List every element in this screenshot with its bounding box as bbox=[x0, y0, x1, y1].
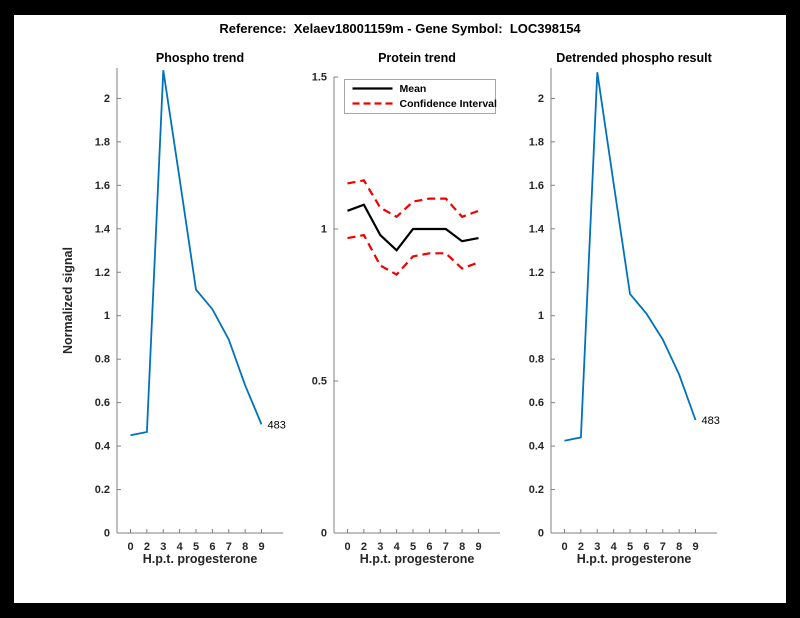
x-tick-label: 9 bbox=[258, 541, 264, 553]
endpoint-annotation: 483 bbox=[268, 419, 286, 431]
x-tick-label: 7 bbox=[226, 541, 232, 553]
x-tick-label: 8 bbox=[459, 541, 465, 553]
y-tick-label: 0.2 bbox=[529, 484, 544, 496]
y-tick-label: 1.8 bbox=[95, 136, 110, 148]
figure-title: Reference: Xelaev18001159m - Gene Symbol… bbox=[219, 21, 581, 36]
x-tick-label: 0 bbox=[344, 541, 350, 553]
x-tick-label: 3 bbox=[594, 541, 600, 553]
y-tick-label: 1.5 bbox=[312, 72, 327, 84]
y-tick-label: 1.2 bbox=[529, 267, 544, 279]
y-tick-label: 0 bbox=[538, 528, 544, 540]
subplot-detrended-phospho-result: 00.20.40.60.811.21.41.61.820 2 3 4 5 6 7 8 9Detr… bbox=[529, 51, 720, 566]
phospho-signal-line bbox=[130, 70, 263, 437]
x-axis-label: H.p.t. progesterone bbox=[143, 552, 258, 566]
y-tick-label: 1.6 bbox=[529, 180, 544, 192]
x-tick-label: 5 bbox=[627, 541, 633, 553]
x-tick-label: 5 bbox=[193, 541, 199, 553]
x-tick-label: 2 bbox=[578, 541, 584, 553]
legend-box bbox=[344, 79, 496, 114]
x-tick-label: 6 bbox=[426, 541, 432, 553]
y-tick-label: 2 bbox=[538, 93, 544, 105]
legend-label: Mean bbox=[400, 83, 427, 95]
y-tick-label: 0.4 bbox=[95, 441, 111, 453]
x-axis-label: H.p.t. progesterone bbox=[577, 552, 692, 566]
y-tick-label: 0.2 bbox=[95, 484, 110, 496]
y-tick-label: 1.6 bbox=[95, 180, 110, 192]
y-tick-label: 0 bbox=[321, 528, 327, 540]
subplot-phospho-trend: 00.20.40.60.811.21.41.61.820 2 3 4 5 6 7 8 9Phos… bbox=[61, 51, 286, 566]
y-tick-label: 2 bbox=[104, 93, 110, 105]
x-tick-label: 7 bbox=[660, 541, 666, 553]
y-axis-label: Normalized signal bbox=[61, 247, 75, 354]
y-tick-label: 1.2 bbox=[95, 267, 110, 279]
x-tick-label: 5 bbox=[410, 541, 416, 553]
y-tick-label: 0.6 bbox=[95, 397, 110, 409]
confidence-interval-upper--line bbox=[347, 179, 479, 219]
endpoint-annotation: 483 bbox=[702, 415, 720, 427]
y-tick-label: 1.4 bbox=[529, 223, 545, 235]
x-tick-label: 4 bbox=[611, 541, 618, 553]
subplot-title: Phospho trend bbox=[156, 51, 244, 65]
x-tick-label: 3 bbox=[160, 541, 166, 553]
y-tick-label: 0.4 bbox=[529, 441, 545, 453]
x-tick-label: 0 bbox=[561, 541, 567, 553]
subplot-title: Detrended phospho result bbox=[556, 51, 712, 65]
mean-line bbox=[347, 203, 479, 252]
y-tick-label: 1.8 bbox=[529, 136, 544, 148]
y-tick-label: 1 bbox=[104, 310, 110, 322]
y-tick-label: 0.8 bbox=[95, 354, 110, 366]
y-tick-label: 1 bbox=[321, 224, 327, 236]
legend: Mean Confidence Interval bbox=[344, 79, 498, 114]
confidence-interval-lower--line bbox=[347, 233, 479, 276]
legend-label: Confidence Interval bbox=[400, 98, 498, 110]
x-tick-label: 2 bbox=[361, 541, 367, 553]
x-tick-label: 2 bbox=[144, 541, 150, 553]
x-tick-label: 8 bbox=[676, 541, 682, 553]
x-tick-label: 4 bbox=[394, 541, 401, 553]
x-tick-label: 7 bbox=[443, 541, 449, 553]
x-tick-label: 6 bbox=[209, 541, 215, 553]
y-tick-label: 1.4 bbox=[95, 223, 111, 235]
x-tick-label: 0 bbox=[127, 541, 133, 553]
detrended-phospho-signal-line bbox=[564, 72, 697, 442]
subplot-title: Protein trend bbox=[378, 51, 456, 65]
y-tick-label: 0.6 bbox=[529, 397, 544, 409]
x-tick-label: 4 bbox=[177, 541, 184, 553]
y-tick-label: 1 bbox=[538, 310, 544, 322]
y-tick-label: 0.5 bbox=[312, 376, 327, 388]
x-tick-label: 3 bbox=[377, 541, 383, 553]
x-tick-label: 9 bbox=[692, 541, 698, 553]
x-tick-label: 6 bbox=[643, 541, 649, 553]
y-tick-label: 0.8 bbox=[529, 354, 544, 366]
y-tick-label: 0 bbox=[104, 528, 110, 540]
x-tick-label: 8 bbox=[242, 541, 248, 553]
x-axis-label: H.p.t. progesterone bbox=[360, 552, 475, 566]
x-tick-label: 9 bbox=[475, 541, 481, 553]
